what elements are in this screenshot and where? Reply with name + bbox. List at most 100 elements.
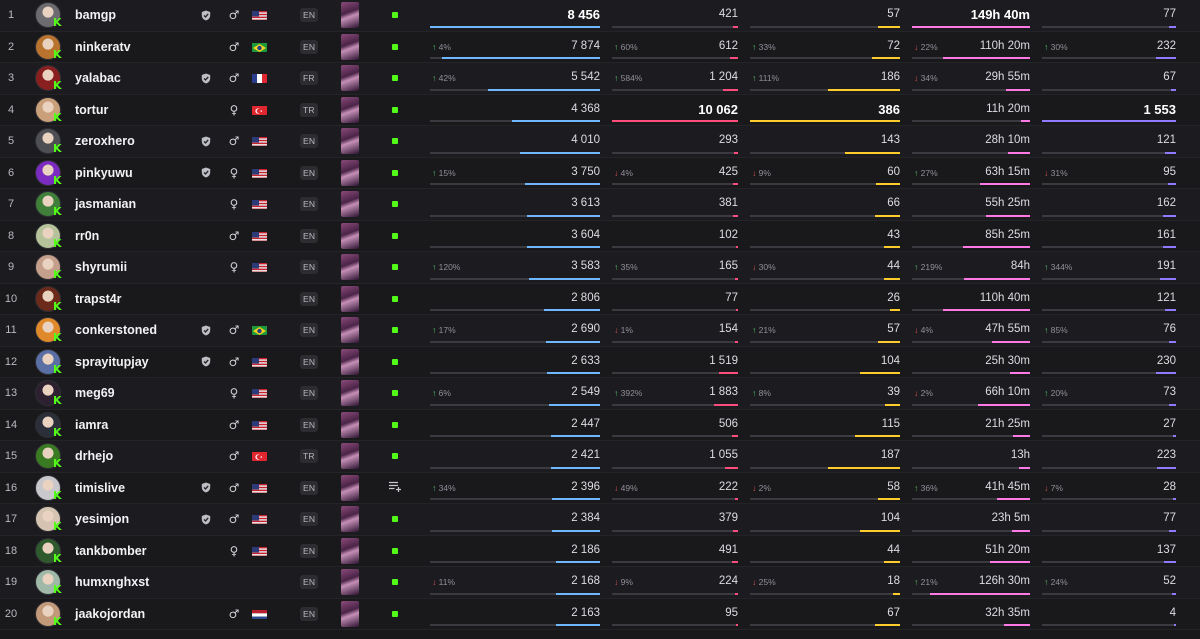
game-thumbnail[interactable] [341,506,359,533]
avatar-cell[interactable]: K [35,567,63,598]
streamer-name-link[interactable]: rr0n [75,228,100,243]
streamer-name-link[interactable]: iamra [75,417,109,432]
game-cell[interactable] [341,284,361,315]
game-cell[interactable] [341,0,361,31]
game-cell[interactable] [341,567,361,598]
game-cell[interactable] [341,95,361,126]
avatar[interactable]: K [35,96,62,123]
game-thumbnail[interactable] [341,474,359,501]
avatar[interactable]: K [35,65,62,92]
avatar-cell[interactable]: K [35,95,63,126]
game-cell[interactable] [341,378,361,409]
streamer-name-link[interactable]: yesimjon [75,512,130,527]
avatar-cell[interactable]: K [35,32,63,63]
avatar-cell[interactable]: K [35,599,63,630]
avatar[interactable]: K [35,191,62,218]
streamer-name-link[interactable]: humxnghxst [75,575,150,590]
streamer-name-link[interactable]: meg69 [75,386,115,401]
streamer-name-link[interactable]: sprayitupjay [75,354,149,369]
avatar-cell[interactable]: K [35,347,63,378]
avatar[interactable]: K [35,128,62,155]
avatar[interactable]: K [35,317,62,344]
game-thumbnail[interactable] [341,569,359,596]
streamer-name-link[interactable]: jaakojordan [75,606,146,621]
avatar[interactable]: K [35,2,62,29]
avatar[interactable]: K [35,222,62,249]
avatar[interactable]: K [35,600,62,627]
avatar[interactable]: K [35,569,62,596]
game-cell[interactable] [341,536,361,567]
game-cell[interactable] [341,126,361,157]
game-cell[interactable] [341,315,361,346]
game-thumbnail[interactable] [341,254,359,281]
avatar-cell[interactable]: K [35,158,63,189]
game-thumbnail[interactable] [341,222,359,249]
streamer-name-link[interactable]: drhejo [75,449,114,464]
game-thumbnail[interactable] [341,411,359,438]
game-thumbnail[interactable] [341,159,359,186]
game-thumbnail[interactable] [341,317,359,344]
streamer-name-link[interactable]: timislive [75,480,126,495]
game-thumbnail[interactable] [341,191,359,218]
avatar[interactable]: K [35,411,62,438]
avatar[interactable]: K [35,33,62,60]
avatar-cell[interactable]: K [35,410,63,441]
avatar-cell[interactable]: K [35,441,63,472]
game-cell[interactable] [341,599,361,630]
game-cell[interactable] [341,252,361,283]
game-cell[interactable] [341,158,361,189]
game-thumbnail[interactable] [341,285,359,312]
streamer-name-link[interactable]: shyrumii [75,260,128,275]
game-thumbnail[interactable] [341,348,359,375]
avatar-cell[interactable]: K [35,536,63,567]
streamer-name-link[interactable]: pinkyuwu [75,165,133,180]
game-thumbnail[interactable] [341,2,359,29]
streamer-name-link[interactable]: trapst4r [75,291,122,306]
game-cell[interactable] [341,63,361,94]
streamer-name-link[interactable]: tortur [75,102,109,117]
game-cell[interactable] [341,504,361,535]
avatar[interactable]: K [35,285,62,312]
streamer-name-link[interactable]: ninkeratv [75,39,131,54]
streamer-name-link[interactable]: zeroxhero [75,134,135,149]
avatar[interactable]: K [35,537,62,564]
avatar-cell[interactable]: K [35,473,63,504]
avatar-cell[interactable]: K [35,378,63,409]
game-thumbnail[interactable] [341,128,359,155]
avatar-cell[interactable]: K [35,315,63,346]
streamer-name-link[interactable]: bamgp [75,8,116,23]
playlist-add-icon[interactable] [388,481,402,495]
streamer-name-link[interactable]: conkerstoned [75,323,157,338]
avatar-cell[interactable]: K [35,63,63,94]
avatar-cell[interactable]: K [35,252,63,283]
avatar[interactable]: K [35,254,62,281]
game-cell[interactable] [341,32,361,63]
avatar-cell[interactable]: K [35,189,63,220]
avatar-cell[interactable]: K [35,284,63,315]
avatar[interactable]: K [35,506,62,533]
game-thumbnail[interactable] [341,443,359,470]
avatar-cell[interactable]: K [35,504,63,535]
game-cell[interactable] [341,347,361,378]
game-thumbnail[interactable] [341,600,359,627]
avatar-cell[interactable]: K [35,126,63,157]
avatar[interactable]: K [35,159,62,186]
avatar[interactable]: K [35,380,62,407]
game-thumbnail[interactable] [341,33,359,60]
